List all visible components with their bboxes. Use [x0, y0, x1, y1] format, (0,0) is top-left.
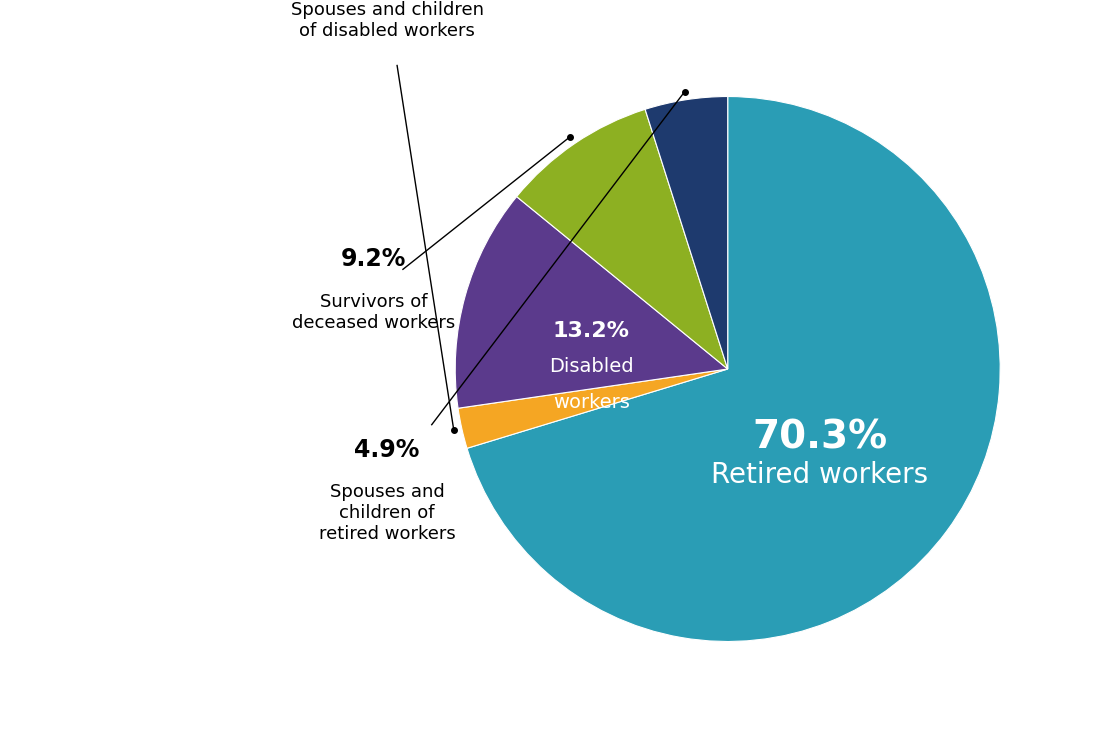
Wedge shape — [467, 97, 1000, 641]
Text: 4.9%: 4.9% — [354, 438, 420, 462]
Text: Disabled: Disabled — [549, 357, 633, 376]
Text: 70.3%: 70.3% — [752, 418, 888, 456]
Wedge shape — [517, 109, 728, 369]
Text: Spouses and children
of disabled workers: Spouses and children of disabled workers — [291, 1, 483, 40]
Wedge shape — [458, 369, 728, 448]
Text: Survivors of
deceased workers: Survivors of deceased workers — [292, 293, 456, 331]
Wedge shape — [456, 196, 728, 408]
Text: Spouses and
children of
retired workers: Spouses and children of retired workers — [319, 483, 456, 543]
Text: Retired workers: Retired workers — [711, 461, 928, 489]
Text: 9.2%: 9.2% — [341, 247, 407, 271]
Wedge shape — [645, 97, 728, 369]
Text: workers: workers — [552, 393, 630, 412]
Text: 13.2%: 13.2% — [552, 321, 630, 341]
